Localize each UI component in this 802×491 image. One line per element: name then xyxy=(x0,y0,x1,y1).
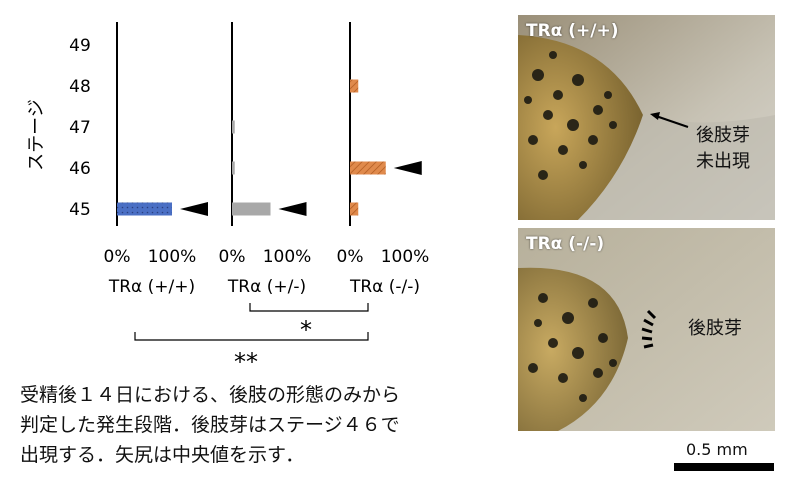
bracket-line xyxy=(134,332,369,341)
significance-mark: * xyxy=(300,316,312,344)
x-tick-label: 0% xyxy=(104,247,131,267)
scale-bar xyxy=(674,463,774,471)
photo-knockout: TRα (-/-) 後肢芽 xyxy=(518,228,775,431)
panel-genotype-label: TRα (+/-) xyxy=(227,277,306,297)
chart-panel: 0% 100% TRα (+/+) xyxy=(104,22,208,297)
y-axis-label: ステージ xyxy=(26,99,47,171)
x-tick-label: 0% xyxy=(219,247,246,267)
caption-line: 出現する．矢尻は中央値を示す． xyxy=(20,444,305,466)
bar-stage-47 xyxy=(232,120,235,134)
bar-stage-46 xyxy=(232,161,235,175)
stage-tick-label: 47 xyxy=(69,118,91,138)
bracket-line xyxy=(249,303,369,312)
significance-bracket: * xyxy=(249,303,369,344)
median-arrowhead xyxy=(180,202,208,216)
x-tick-label: 100% xyxy=(148,247,197,267)
bar-stage-45 xyxy=(350,202,359,216)
photo-note: 後肢芽 xyxy=(688,318,742,339)
panel-genotype-label: TRα (-/-) xyxy=(349,277,420,297)
chart-panel: 0% 100% TRα (+/-) xyxy=(219,22,312,297)
x-tick-label: 100% xyxy=(263,247,312,267)
scale-bar-label: 0.5 mm xyxy=(686,440,748,459)
stage-distribution-chart: ステージ 49 48 47 46 45 0% 100% TRα (+/+) 0% 100% TRα… xyxy=(26,22,430,376)
photo-label: TRα (-/-) xyxy=(526,234,605,254)
stage-tick-label: 45 xyxy=(69,200,91,220)
photo-wildtype: TRα (+/+) 後肢芽 未出現 xyxy=(518,15,775,220)
x-tick-label: 100% xyxy=(381,247,430,267)
tadpole-image xyxy=(518,228,775,431)
bar-stage-45 xyxy=(232,202,271,216)
stage-tick-label: 48 xyxy=(69,77,91,97)
stage-tick-label: 49 xyxy=(69,36,91,56)
x-tick-label: 0% xyxy=(337,247,364,267)
bar-stage-45 xyxy=(117,202,172,216)
significance-mark: ** xyxy=(234,348,258,376)
median-arrowhead xyxy=(278,202,307,216)
panel-genotype-label: TRα (+/+) xyxy=(108,277,195,297)
tadpole-image xyxy=(518,15,775,220)
significance-bracket: ** xyxy=(134,332,369,376)
median-arrowhead xyxy=(393,161,422,175)
figure-caption: 受精後１４日における、後肢の形態のみから 判定した発生段階．後肢芽はステージ４６… xyxy=(20,380,500,470)
photo-note: 後肢芽 未出現 xyxy=(696,125,750,172)
stage-tick-label: 46 xyxy=(69,159,91,179)
caption-line: 受精後１４日における、後肢の形態のみから xyxy=(20,384,401,406)
bar-stage-46 xyxy=(350,161,386,175)
caption-line: 判定した発生段階．後肢芽はステージ４６で xyxy=(20,414,400,436)
chart-panel: 0% 100% TRα (-/-) xyxy=(337,22,430,297)
photo-label: TRα (+/+) xyxy=(526,21,619,41)
bar-stage-48 xyxy=(350,79,359,93)
